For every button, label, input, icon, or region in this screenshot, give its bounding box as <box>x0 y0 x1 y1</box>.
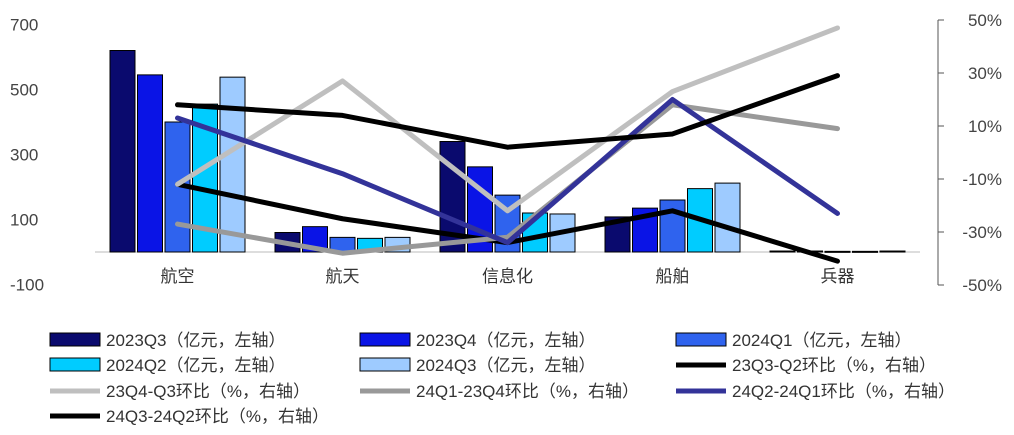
legend-label: 23Q4-Q3环比（%，右轴） <box>106 382 310 401</box>
bar <box>852 250 878 253</box>
legend-label: 2024Q3（亿元，左轴） <box>416 356 596 375</box>
legend-label: 24Q2-24Q1环比（%，右轴） <box>732 382 955 401</box>
right-axis-tick-label: 50% <box>968 11 1002 30</box>
left-axis-tick-label: 300 <box>10 146 38 165</box>
left-axis-tick-label: 700 <box>10 16 38 35</box>
category-label: 航空 <box>161 267 195 286</box>
left-axis-tick-label: 500 <box>10 81 38 100</box>
legend-label: 2024Q1（亿元，左轴） <box>732 331 912 350</box>
left-axis-tick-label: -100 <box>10 276 44 295</box>
legend-label: 24Q3-24Q2环比（%，右轴） <box>106 407 329 426</box>
legend-swatch <box>359 332 411 347</box>
category-label: 航天 <box>326 267 360 286</box>
legend-swatch <box>359 357 411 372</box>
legend-label: 2023Q3（亿元，左轴） <box>106 331 286 350</box>
right-axis-tick-label: 30% <box>968 64 1002 83</box>
bar <box>219 76 246 253</box>
right-axis-tick-label: -10% <box>962 170 1002 189</box>
legend-label: 23Q3-Q2环比（%，右轴） <box>732 356 936 375</box>
bar <box>879 250 906 253</box>
bar <box>714 182 741 253</box>
legend-label: 24Q1-23Q4环比（%，右轴） <box>416 382 639 401</box>
bar <box>659 199 686 253</box>
right-axis-tick-label: -50% <box>962 276 1002 295</box>
left-axis-tick-label: 100 <box>10 211 38 230</box>
category-label: 船舶 <box>656 267 690 286</box>
bar <box>769 250 796 253</box>
legend-swatch <box>675 332 727 347</box>
legend-swatch <box>49 357 101 372</box>
legend-label: 2023Q4（亿元，左轴） <box>416 331 596 350</box>
series-line <box>175 73 840 150</box>
legend-label: 2024Q2（亿元，左轴） <box>106 356 286 375</box>
series-line <box>175 97 840 246</box>
legend-swatch <box>49 332 101 347</box>
bar <box>824 250 851 253</box>
right-axis-tick-label: -30% <box>962 223 1002 242</box>
right-axis-tick-label: 10% <box>968 117 1002 136</box>
bar <box>109 50 136 253</box>
series-line <box>175 25 840 214</box>
category-label: 兵器 <box>821 267 855 286</box>
category-label: 信息化 <box>482 267 533 286</box>
bar <box>137 74 163 253</box>
